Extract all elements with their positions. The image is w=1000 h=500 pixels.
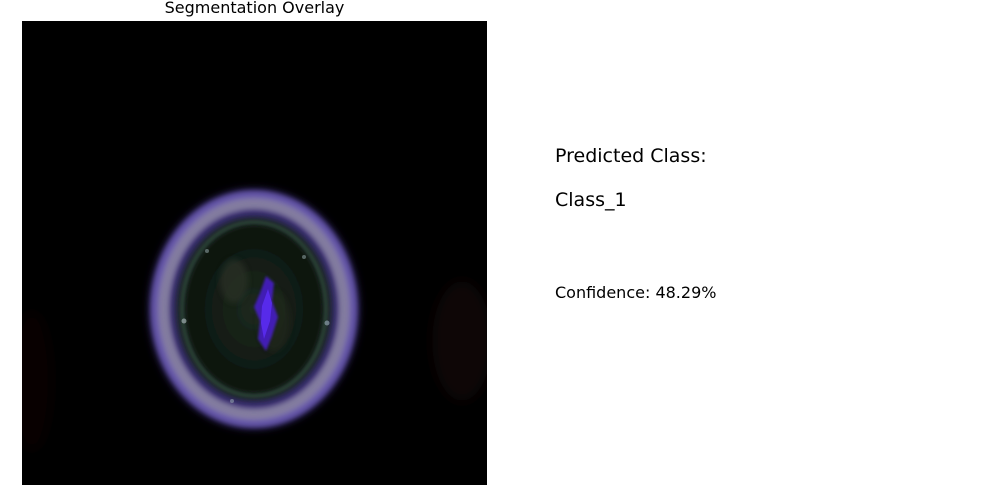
edge-shadow-right [432,281,487,401]
overlay-title: Segmentation Overlay [164,0,345,17]
ring-fleck [230,399,234,403]
edge-shadow-left [22,311,52,451]
skull-ring [154,194,354,424]
predicted-class-value: Class_1 [555,189,627,211]
segmentation-region-core [261,289,272,339]
ring-fleck [302,255,306,259]
confidence-text: Confidence: 48.29% [555,283,717,302]
brain-inner-rim [180,220,328,398]
brain-interior [186,226,322,392]
predicted-class-heading: Predicted Class: [555,145,707,167]
ring-fleck [181,318,187,324]
segmentation-overlay-image [22,21,487,485]
overlay-svg [22,21,487,485]
skull-ring-purple [150,190,358,428]
ring-fleck [324,320,330,326]
ring-fleck [205,249,209,253]
brain-structure-left [220,259,248,303]
